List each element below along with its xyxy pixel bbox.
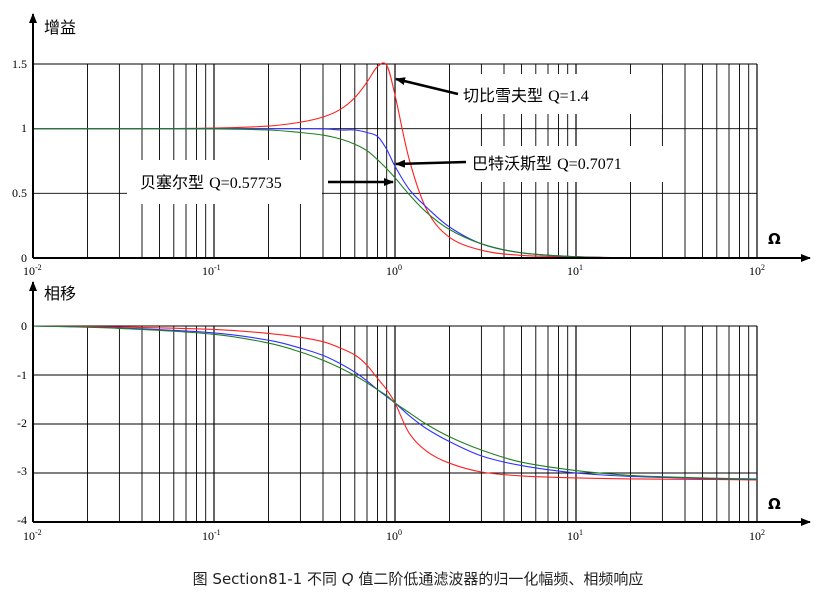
gain-y-tick-label: 1 — [21, 121, 27, 135]
gain-x-tick-labels: 10-2 10-1 100 101 102 — [23, 263, 765, 278]
butterworth-label-box — [456, 146, 676, 182]
gain-y-tick-label: 0 — [21, 251, 27, 265]
chebyshev-label-box — [452, 74, 662, 114]
gain-x-tick-label: 100 — [386, 263, 402, 278]
phase-x-tick-label: 101 — [567, 528, 583, 543]
gain-curve-chebyshev — [32, 62, 757, 259]
gain-x-axis-label: Ω — [768, 230, 781, 248]
gain-curve-bessel — [32, 128, 757, 259]
phase-plot: 相移 Ω 0 -1 -2 -3 -4 10-2 10-1 100 101 102 — [17, 281, 811, 543]
gain-x-tick-label: 102 — [749, 263, 765, 278]
bessel-label-box — [127, 160, 322, 204]
chebyshev-label: 切比雪夫型 Q=1.4 — [463, 86, 589, 105]
phase-x-tick-label: 10-1 — [202, 528, 221, 543]
gain-x-tick-label: 10-2 — [23, 263, 42, 278]
gain-y-tick-label: 0.5 — [12, 186, 27, 200]
phase-curves — [32, 325, 758, 481]
phase-x-axis-label: Ω — [768, 495, 781, 513]
caption-q: Q — [341, 570, 354, 588]
phase-y-tick-label: -4 — [17, 513, 27, 527]
phase-axis-title: 相移 — [44, 284, 76, 303]
chebyshev-arrow — [395, 77, 459, 96]
phase-grid — [33, 325, 758, 523]
gain-x-tick-label: 10-1 — [202, 263, 221, 278]
gain-x-tick-label: 101 — [567, 263, 583, 278]
phase-curve-butterworth — [32, 325, 758, 480]
phase-y-tick-label: -1 — [17, 368, 27, 382]
figure-caption: 图 Section81-1 不同 Q 值二阶低通滤波器的归一化幅频、相频响应 — [0, 568, 836, 589]
caption-prefix: 图 Section81-1 不同 — [192, 570, 342, 588]
caption-suffix: 值二阶低通滤波器的归一化幅频、相频响应 — [353, 570, 644, 588]
bessel-label: 贝塞尔型 Q=0.57735 — [140, 173, 282, 192]
phase-curve-chebyshev — [32, 325, 758, 481]
butterworth-label: 巴特沃斯型 Q=0.7071 — [472, 154, 622, 173]
gain-y-tick-label: 1.5 — [12, 57, 27, 71]
phase-y-tick-label: -2 — [17, 416, 27, 430]
phase-y-tick-label: 0 — [21, 319, 27, 333]
phase-curve-bessel — [32, 325, 758, 480]
phase-y-tick-label: -3 — [17, 464, 27, 478]
gain-axis-title: 增益 — [44, 18, 76, 37]
phase-x-tick-label: 102 — [749, 528, 765, 543]
phase-x-tick-label: 10-2 — [23, 528, 42, 543]
butterworth-arrow — [395, 159, 467, 168]
gain-curves — [32, 62, 757, 259]
phase-x-tick-labels: 10-2 10-1 100 101 102 — [23, 528, 765, 543]
figure-canvas: 增益 Ω 0 0.5 1 1.5 10-2 10-1 100 101 102 切… — [12, 13, 811, 543]
phase-x-tick-label: 100 — [386, 528, 402, 543]
gain-plot: 增益 Ω 0 0.5 1 1.5 10-2 10-1 100 101 102 切… — [12, 13, 811, 278]
